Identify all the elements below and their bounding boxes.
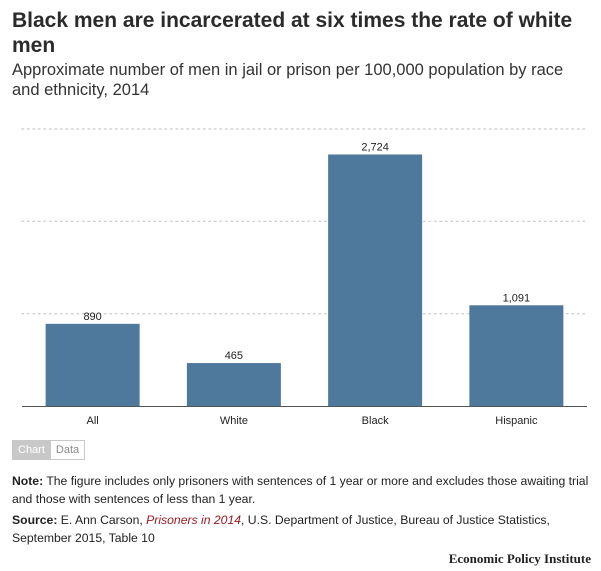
chart-source: Source: E. Ann Carson, Prisoners in 2014… [12,511,592,547]
bar-1 [186,363,281,406]
x-tick-label-0: All [87,415,99,427]
source-publication-link[interactable]: Prisoners in 2014 [146,513,242,527]
data-label-3: 1,091 [503,292,531,304]
source-post: , U.S. Department of Justice, Bureau of … [12,513,550,545]
chart-subtitle: Approximate number of men in jail or pri… [12,61,564,99]
source-pre: E. Ann Carson, [60,513,143,527]
chart-note: Note: The figure includes only prisoners… [12,472,592,508]
data-label-2: 2,724 [361,141,389,153]
bar-chart: 890 All 465 White 2,724 Black 1,091 Hispanic [21,128,588,427]
view-toggle: Chart Data [12,440,86,460]
bar-3 [469,305,564,406]
x-tick-label-1: White [220,415,248,427]
chart-title: Black men are incarcerated at six times … [12,9,573,57]
note-label: Note: [12,474,44,488]
note-text: The figure includes only prisoners with … [12,474,589,506]
data-label-0: 890 [83,311,101,323]
bar-2 [328,154,423,406]
data-tab[interactable]: Data [50,440,86,460]
source-label: Source: [12,513,58,527]
publisher-logo: Economic Policy Institute [448,551,591,566]
x-tick-label-3: Hispanic [495,415,538,427]
data-label-1: 465 [225,350,243,362]
x-tick-label-2: Black [362,415,389,427]
chart-tab[interactable]: Chart [12,440,51,460]
bar-0 [45,323,140,406]
